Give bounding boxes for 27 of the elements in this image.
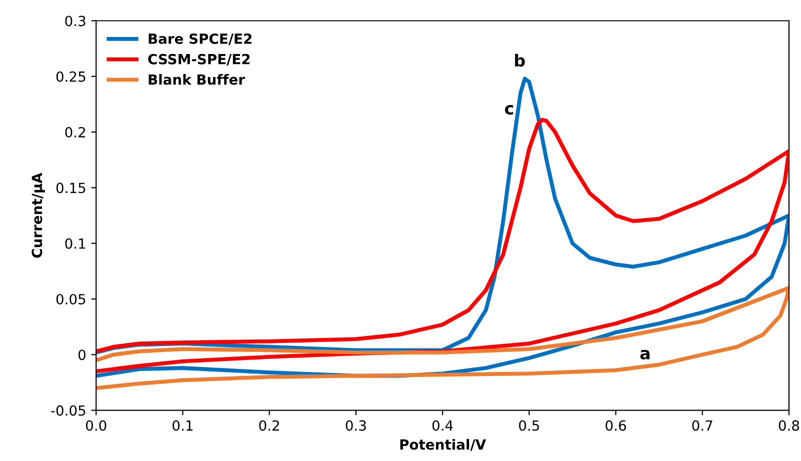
y-tick-label: 0.1 — [65, 238, 86, 249]
legend-label: Blank Buffer — [148, 74, 245, 85]
legend-label: Bare SPCE/E2 — [148, 33, 252, 46]
x-tick-label: 0.2 — [259, 420, 279, 431]
y-tick-label: 0.3 — [65, 16, 86, 26]
y-tick-label: 0.25 — [56, 71, 86, 82]
y-tick-label: 0.2 — [65, 127, 86, 138]
x-tick-label: 0.5 — [519, 420, 539, 431]
x-tick-label: 0.7 — [692, 420, 712, 431]
x-tick-label: 0.0 — [86, 420, 106, 431]
x-axis-title: Potential/V — [400, 439, 486, 451]
y-axis-title: Current/μA — [32, 172, 45, 258]
y-tick-label: -0.05 — [51, 405, 86, 416]
x-tick-label: 0.3 — [346, 420, 366, 431]
x-tick-label: 0.6 — [606, 420, 626, 431]
line-series — [96, 118, 789, 374]
annotation: c — [505, 105, 514, 115]
legend-label: CSSM-SPE/E2 — [148, 54, 250, 66]
y-tick-label: 0.15 — [56, 182, 86, 194]
annotation: b — [515, 54, 525, 67]
y-tick-label: 0 — [78, 350, 86, 360]
x-tick-label: 0.8 — [778, 420, 800, 431]
x-tick-label: 0.4 — [432, 420, 453, 431]
annotation: a — [640, 350, 650, 360]
x-tick-label: 0.1 — [172, 420, 192, 431]
line-series — [96, 286, 789, 390]
y-tick-label: 0.05 — [56, 294, 86, 304]
